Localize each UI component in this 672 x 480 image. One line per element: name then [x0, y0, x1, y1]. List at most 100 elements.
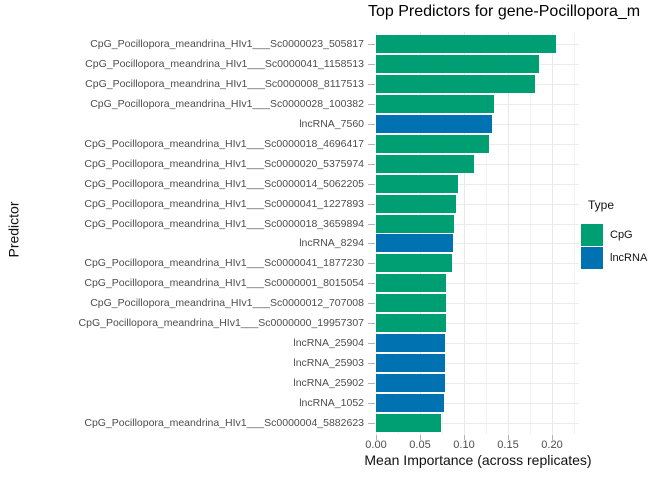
y-tick-mark [368, 203, 375, 205]
x-major-gridline [464, 32, 465, 435]
bar [376, 194, 457, 213]
bar [376, 334, 445, 353]
bar [376, 54, 539, 73]
bar [376, 134, 489, 153]
y-tick-mark [368, 143, 375, 145]
y-tick-mark [368, 183, 375, 185]
legend-title: Type [588, 198, 615, 212]
y-tick-label: CpG_Pocillopora_meandrina_HIv1___Sc00000… [84, 177, 364, 190]
y-major-gridline [376, 423, 579, 424]
bar [376, 174, 458, 193]
y-tick-mark [368, 363, 375, 365]
y-tick-label: lncRNA_7560 [299, 117, 364, 130]
y-major-gridline [376, 203, 579, 205]
y-major-gridline [376, 283, 579, 285]
bar [376, 414, 442, 432]
y-tick-mark [368, 303, 375, 305]
y-tick-label: CpG_Pocillopora_meandrina_HIv1___Sc00000… [84, 197, 364, 210]
y-major-gridline [376, 163, 579, 165]
y-major-gridline [376, 343, 579, 345]
x-tick-label: 0.05 [409, 439, 431, 451]
y-tick-mark [368, 383, 375, 385]
y-tick-label: CpG_Pocillopora_meandrina_HIv1___Sc00000… [90, 97, 364, 110]
bar [376, 394, 444, 413]
y-tick-mark [368, 423, 375, 424]
bar [376, 294, 446, 313]
y-major-gridline [376, 263, 579, 265]
x-minor-gridline [442, 32, 443, 435]
y-tick-mark [368, 163, 375, 165]
y-tick-label: CpG_Pocillopora_meandrina_HIv1___Sc00000… [90, 38, 364, 50]
bar [376, 114, 493, 133]
y-tick-label: CpG_Pocillopora_meandrina_HIv1___Sc00000… [90, 297, 364, 310]
x-tick-mark [420, 435, 421, 440]
y-tick-label: lncRNA_25902 [293, 377, 364, 390]
x-minor-gridline [530, 32, 531, 435]
bar [376, 354, 445, 373]
y-tick-mark [368, 343, 375, 345]
legend-entry-label: lncRNA [610, 252, 648, 264]
x-major-gridline [420, 32, 421, 435]
y-tick-label: lncRNA_1052 [299, 397, 364, 410]
y-tick-mark [368, 44, 375, 45]
legend-key-swatch [581, 247, 603, 269]
y-tick-label: CpG_Pocillopora_meandrina_HIv1___Sc00000… [85, 77, 364, 90]
y-tick-mark [368, 63, 375, 65]
y-tick-label: CpG_Pocillopora_meandrina_HIv1___Sc00000… [78, 317, 364, 330]
bar [376, 274, 447, 293]
legend-key-swatch [581, 224, 603, 246]
x-major-gridline [376, 32, 377, 435]
bar [376, 154, 474, 173]
y-tick-label: CpG_Pocillopora_meandrina_HIv1___Sc00000… [84, 137, 364, 150]
y-tick-label: CpG_Pocillopora_meandrina_HIv1___Sc00000… [84, 217, 364, 230]
chart-title: Top Predictors for gene-Pocillopora_m [368, 3, 641, 20]
legend-entry-label: CpG [610, 229, 633, 241]
y-major-gridline [376, 183, 579, 185]
x-tick-mark [508, 435, 509, 440]
y-tick-label: lncRNA_25903 [293, 357, 364, 370]
y-tick-label: CpG_Pocillopora_meandrina_HIv1___Sc00000… [85, 57, 364, 70]
y-tick-mark [368, 283, 375, 285]
bar [376, 374, 445, 393]
plot-panel [376, 32, 579, 435]
bar [376, 234, 454, 253]
x-tick-mark [552, 435, 553, 440]
y-major-gridline [376, 303, 579, 305]
y-tick-mark [368, 123, 375, 125]
y-tick-label: CpG_Pocillopora_meandrina_HIv1___Sc00000… [84, 277, 364, 290]
x-axis-title: Mean Importance (across replicates) [364, 452, 592, 468]
y-tick-mark [368, 403, 375, 405]
y-tick-mark [368, 323, 375, 325]
y-major-gridline [376, 323, 579, 325]
y-tick-label: CpG_Pocillopora_meandrina_HIv1___Sc00000… [84, 157, 364, 170]
x-minor-gridline [398, 32, 399, 435]
x-major-gridline [552, 32, 553, 435]
bar [376, 94, 494, 113]
bar [376, 254, 452, 273]
x-major-gridline [508, 32, 509, 435]
x-tick-mark [376, 435, 377, 440]
y-major-gridline [376, 403, 579, 405]
x-tick-label: 0.20 [541, 439, 563, 451]
y-major-gridline [376, 383, 579, 385]
bar [376, 74, 536, 93]
bar [376, 35, 556, 53]
y-tick-mark [368, 83, 375, 85]
bar [376, 314, 446, 333]
x-minor-gridline [574, 32, 575, 435]
x-minor-gridline [486, 32, 487, 435]
y-major-gridline [376, 363, 579, 365]
y-tick-mark [368, 243, 375, 245]
x-tick-label: 0.00 [365, 439, 387, 451]
y-major-gridline [376, 243, 579, 245]
x-tick-mark [464, 435, 465, 440]
y-tick-label: lncRNA_8294 [299, 237, 364, 250]
y-tick-mark [368, 103, 375, 105]
y-tick-label: CpG_Pocillopora_meandrina_HIv1___Sc00000… [84, 257, 364, 270]
y-tick-label: CpG_Pocillopora_meandrina_HIv1___Sc00000… [84, 417, 364, 429]
y-tick-mark [368, 223, 375, 225]
y-tick-mark [368, 263, 375, 265]
y-axis-tick-labels: CpG_Pocillopora_meandrina_HIv1___Sc00000… [78, 38, 364, 429]
y-tick-label: lncRNA_25904 [293, 337, 364, 350]
